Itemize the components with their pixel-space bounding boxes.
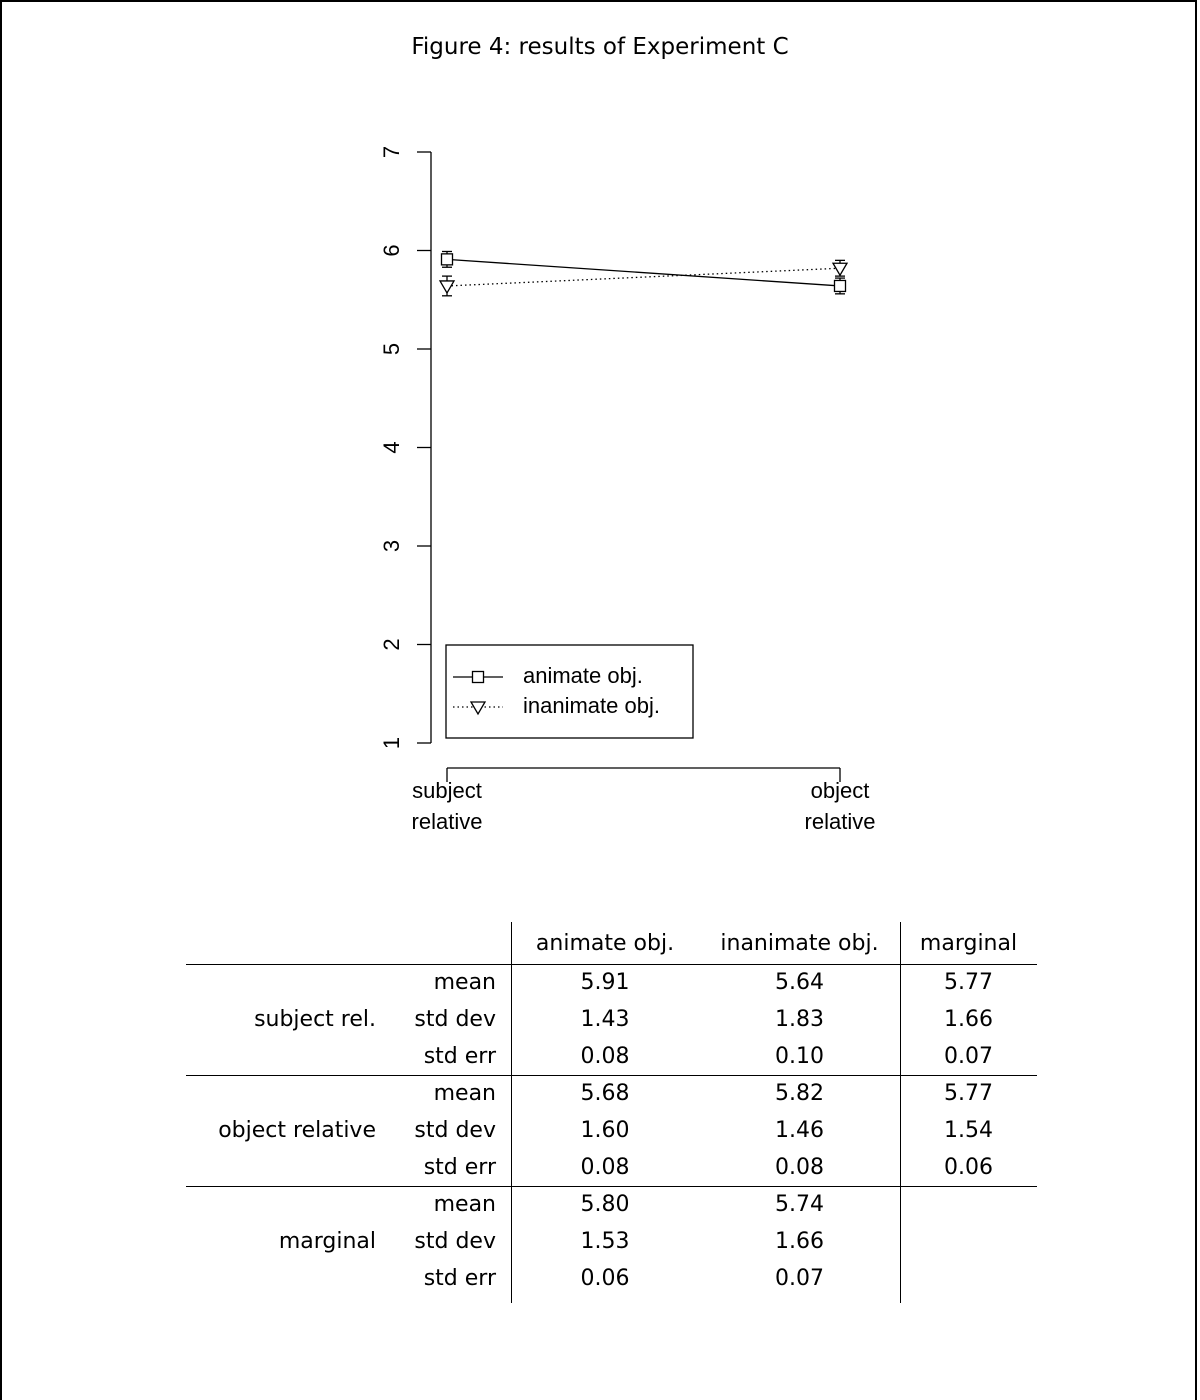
- legend-marker: [471, 670, 485, 684]
- legend-box: [445, 644, 694, 739]
- y-tick-label: 2: [379, 638, 404, 650]
- data-point: [833, 279, 847, 293]
- series-line-1: [446, 267, 841, 287]
- legend-label: inanimate obj.: [523, 693, 660, 718]
- y-tick-label: 4: [379, 441, 404, 453]
- x-tick-label: relative: [805, 809, 876, 834]
- y-tick-label: 5: [379, 343, 404, 355]
- x-tick-label: subject: [412, 778, 482, 803]
- x-tick-label: object: [811, 778, 870, 803]
- legend-marker: [469, 701, 487, 716]
- series-line-0: [446, 258, 841, 287]
- x-tick-label: relative: [412, 809, 483, 834]
- data-point: [438, 280, 456, 295]
- data-point: [440, 253, 454, 266]
- y-tick-label: 3: [379, 540, 404, 552]
- legend-label: animate obj.: [523, 663, 643, 688]
- line-chart: 1 2 3 4 5 6 7 subject relative object relative anim…: [379, 146, 876, 834]
- data-point: [831, 262, 849, 277]
- y-tick-label: 6: [379, 244, 404, 256]
- figure-title: Figure 4: results of Experiment C: [411, 34, 789, 60]
- y-tick-label: 7: [379, 146, 404, 158]
- y-tick-label: 1: [379, 737, 404, 749]
